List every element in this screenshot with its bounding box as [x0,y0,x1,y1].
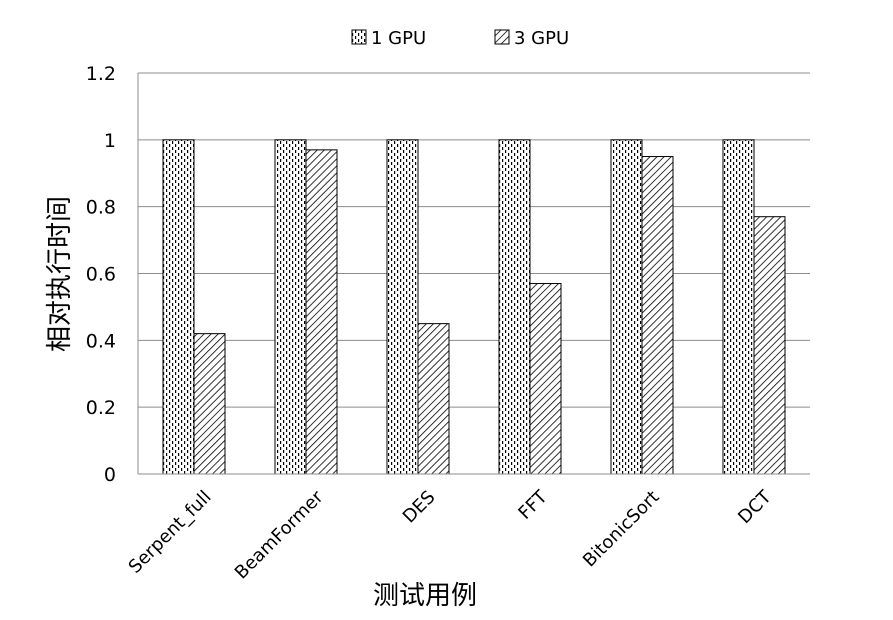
bar-1gpu-beamformer [274,139,307,475]
bar-3gpu-dct [753,216,786,475]
x-tick-label: DES [399,487,440,528]
bar-1gpu-bitonicsort [610,139,643,475]
y-tick-label: 0.2 [86,397,116,419]
y-tick-label: 0.4 [86,330,116,352]
legend-swatch-1gpu [351,29,367,45]
bar-3gpu-serpent_full [193,333,226,475]
bar-1gpu-des [386,139,419,475]
x-axis-title: 测试用例 [373,581,477,611]
x-tick-label: BitonicSort [579,487,664,572]
y-tick-labels: 0 0.2 0.4 0.6 0.8 1 1.2 [86,63,116,486]
x-tick-label: FFT [514,486,552,524]
x-tick-label: BeamFormer [231,486,328,583]
legend-swatch-3gpu [494,29,510,45]
bars [162,139,786,475]
x-tick-label: Serpent_full [125,487,216,578]
y-tick-label: 0 [104,464,116,486]
bar-1gpu-fft [498,139,531,475]
y-tick-label: 0.8 [86,197,116,219]
y-tick-label: 1 [104,130,116,152]
legend-label-1gpu: 1 GPU [371,28,426,49]
legend-label-3gpu: 3 GPU [514,28,569,49]
legend: 1 GPU 3 GPU [351,28,569,49]
y-axis-title: 相对执行时间 [45,196,75,352]
bar-3gpu-beamformer [305,149,338,475]
axes [137,73,810,475]
bar-3gpu-fft [529,283,562,475]
x-tick-label: DCT [734,486,776,528]
bar-1gpu-serpent_full [162,139,195,475]
bar-1gpu-dct [722,139,755,475]
y-tick-label: 0.6 [86,264,116,286]
y-tick-label: 1.2 [86,63,116,85]
bar-3gpu-des [417,323,450,475]
x-tick-labels: Serpent_full BeamFormer DES FFT BitonicSort D… [125,486,777,583]
gridlines [138,72,810,408]
bar-3gpu-bitonicsort [641,156,674,475]
